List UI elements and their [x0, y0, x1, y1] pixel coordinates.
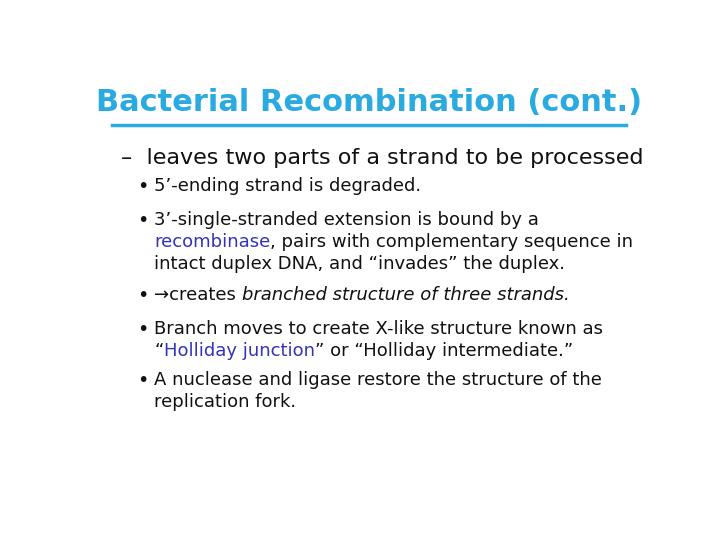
Text: Bacterial Recombination (cont.): Bacterial Recombination (cont.)	[96, 87, 642, 117]
Text: , pairs with complementary sequence in: , pairs with complementary sequence in	[271, 233, 634, 251]
Text: “: “	[154, 342, 163, 360]
Text: •: •	[138, 371, 149, 390]
Text: Branch moves to create X-like structure known as: Branch moves to create X-like structure …	[154, 320, 603, 338]
Text: 3’-single-stranded extension is bound by a: 3’-single-stranded extension is bound by…	[154, 211, 539, 229]
Text: •: •	[138, 211, 149, 229]
Text: →creates: →creates	[154, 286, 242, 304]
Text: replication fork.: replication fork.	[154, 393, 297, 411]
Text: Holliday junction: Holliday junction	[163, 342, 315, 360]
Text: –  leaves two parts of a strand to be processed: – leaves two parts of a strand to be pro…	[121, 148, 643, 168]
Text: •: •	[138, 320, 149, 339]
Text: recombinase: recombinase	[154, 233, 271, 251]
Text: A nuclease and ligase restore the structure of the: A nuclease and ligase restore the struct…	[154, 371, 602, 389]
Text: branched structure of three strands.: branched structure of three strands.	[242, 286, 570, 304]
Text: intact duplex DNA, and “invades” the duplex.: intact duplex DNA, and “invades” the dup…	[154, 255, 565, 273]
Text: 5’-ending strand is degraded.: 5’-ending strand is degraded.	[154, 177, 421, 195]
Text: •: •	[138, 286, 149, 305]
Text: ” or “Holliday intermediate.”: ” or “Holliday intermediate.”	[315, 342, 573, 360]
Text: •: •	[138, 177, 149, 196]
